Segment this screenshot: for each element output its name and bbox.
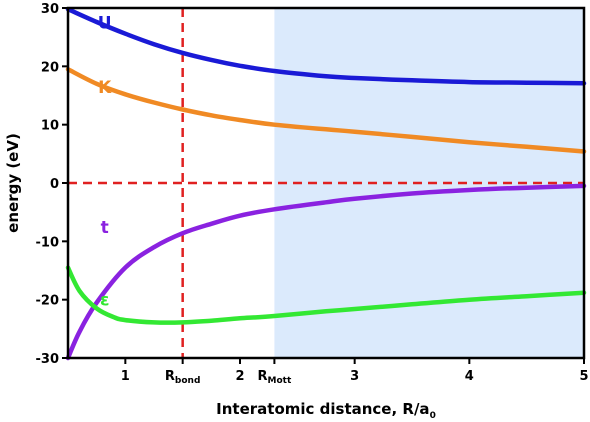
y-tick-label: -20 bbox=[36, 294, 60, 309]
x-special-tick-label: RMott bbox=[258, 369, 292, 386]
series-label-k: K bbox=[98, 78, 112, 98]
y-tick-label: 30 bbox=[41, 2, 59, 17]
series-line-u bbox=[65, 6, 587, 86]
series-line-k bbox=[65, 67, 587, 154]
y-axis-title: energy (eV) bbox=[4, 133, 22, 233]
x-axis-title: Interatomic distance, R/a0 bbox=[216, 400, 436, 421]
x-tick-label: 4 bbox=[465, 369, 474, 384]
series-line-t bbox=[65, 183, 587, 361]
x-tick-label: 3 bbox=[350, 369, 359, 384]
series-label-u: U bbox=[98, 14, 112, 34]
x-tick-label: 5 bbox=[579, 369, 588, 384]
x-tick-label: 2 bbox=[235, 369, 244, 384]
y-tick-label: 0 bbox=[50, 177, 59, 192]
y-tick-label: -30 bbox=[36, 352, 60, 367]
x-special-tick-label: Rbond bbox=[165, 369, 201, 386]
y-tick-label: -10 bbox=[36, 235, 60, 250]
y-tick-label: 10 bbox=[41, 119, 59, 134]
y-tick-label: 20 bbox=[41, 60, 59, 75]
series-label-t: t bbox=[101, 218, 109, 238]
series-line-epsilon bbox=[65, 265, 587, 325]
x-tick-label: 1 bbox=[121, 369, 130, 384]
series-label-epsilon: ε bbox=[100, 291, 109, 311]
